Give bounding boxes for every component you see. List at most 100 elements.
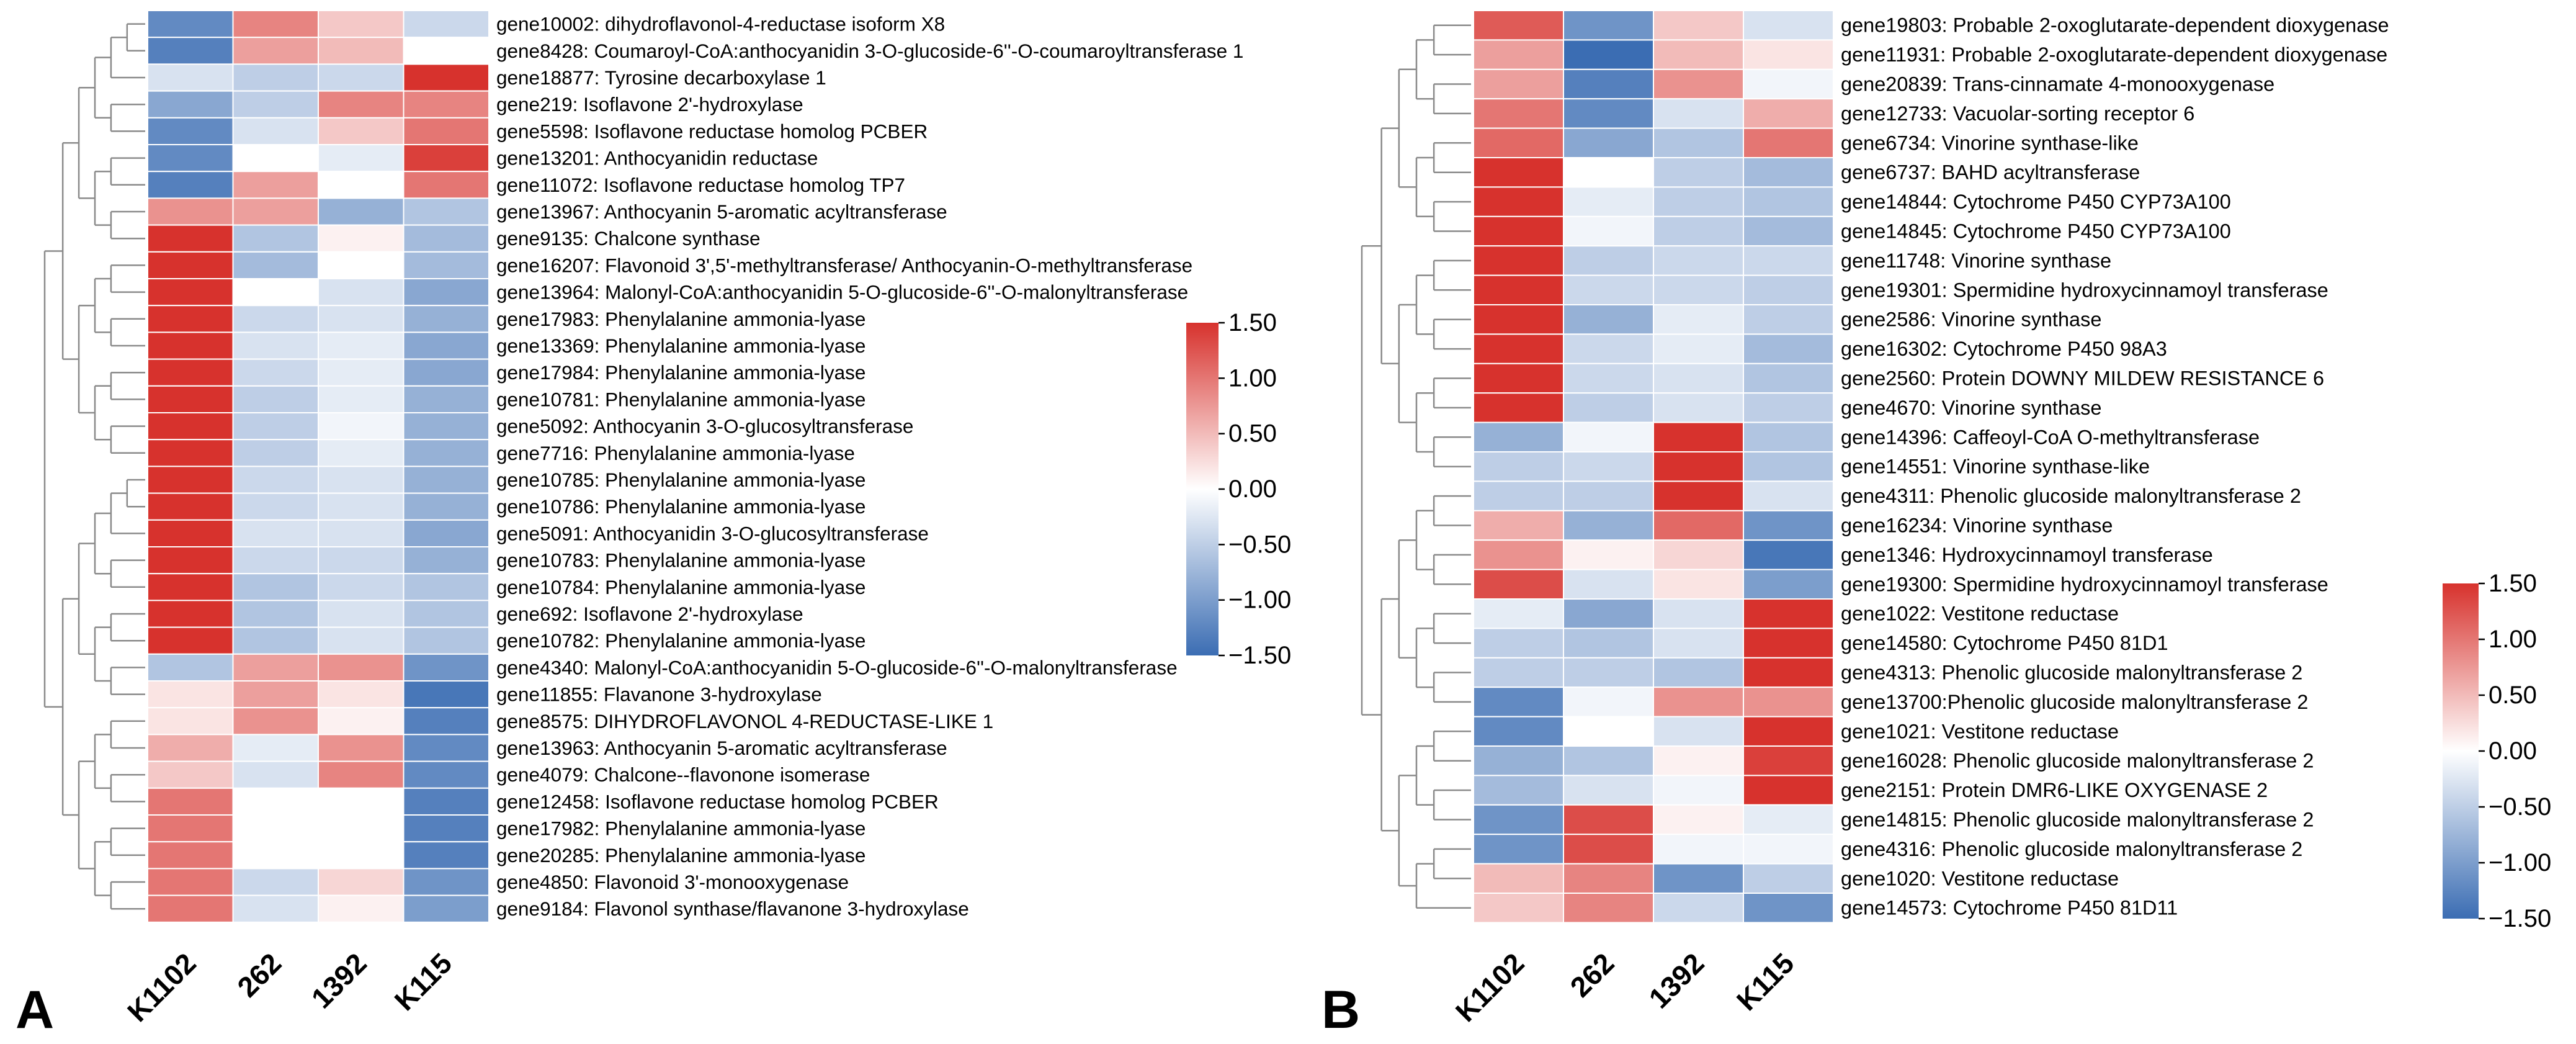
- heatmap-cell: [232, 492, 319, 521]
- colorbar-tick-label: −1.50: [1228, 642, 1291, 669]
- heatmap-cell: [1743, 98, 1834, 129]
- heatmap-cell: [1563, 215, 1654, 247]
- heatmap-cell: [1653, 628, 1744, 659]
- heatmap-cell: [232, 10, 319, 38]
- heatmap-cell: [1653, 392, 1744, 423]
- row-label: gene13700:Phenolic glucoside malonyltran…: [1841, 691, 2308, 713]
- heatmap-cell: [1473, 893, 1564, 924]
- heatmap-cell: [1653, 863, 1744, 894]
- column-label: 262: [231, 947, 287, 1003]
- heatmap-cell: [232, 653, 319, 682]
- heatmap-cell: [1743, 215, 1834, 247]
- heatmap-cell: [232, 466, 319, 494]
- heatmap-cell: [318, 680, 405, 709]
- heatmap-cell: [318, 466, 405, 494]
- heatmap-cell: [147, 626, 234, 655]
- heatmap-cell: [403, 760, 490, 789]
- row-label: gene4850: Flavonoid 3'-monooxygenase: [496, 871, 849, 893]
- row-label: gene14580: Cytochrome P450 81D1: [1841, 632, 2168, 654]
- row-label: gene6737: BAHD acyltransferase: [1841, 161, 2140, 184]
- heatmap-cell: [318, 600, 405, 628]
- heatmap-cell: [1563, 157, 1654, 188]
- heatmap-cell: [318, 90, 405, 119]
- heatmap-cell: [232, 519, 319, 547]
- row-label: gene10782: Phenylalanine ammonia-lyase: [496, 629, 865, 652]
- row-label: gene4316: Phenolic glucoside malonyltran…: [1841, 838, 2302, 860]
- panel-b-heatmap: [1473, 10, 1834, 924]
- heatmap-cell: [403, 868, 490, 896]
- heatmap-cell: [1743, 362, 1834, 394]
- row-label: gene4340: Malonyl-CoA:anthocyanidin 5-O-…: [496, 656, 1178, 678]
- heatmap-cell: [147, 573, 234, 601]
- heatmap-cell: [1563, 333, 1654, 364]
- heatmap-cell: [1563, 480, 1654, 511]
- heatmap-cell: [318, 385, 405, 413]
- heatmap-cell: [318, 707, 405, 736]
- heatmap-cell: [1743, 333, 1834, 364]
- row-label: gene11931: Probable 2-oxoglutarate-depen…: [1841, 43, 2387, 66]
- heatmap-cell: [403, 224, 490, 253]
- heatmap-cell: [1473, 274, 1564, 306]
- heatmap-cell: [147, 63, 234, 92]
- panel-b-column-labels: K1102 262 1392 K115: [1449, 947, 1800, 1028]
- panel-b: gene19803: Probable 2-oxoglutarate-depen…: [1361, 10, 2551, 1028]
- heatmap-cell: [232, 144, 319, 173]
- heatmap-cell: [403, 37, 490, 65]
- row-label: gene14573: Cytochrome P450 81D11: [1841, 897, 2178, 919]
- heatmap-cell: [147, 600, 234, 628]
- heatmap-cell: [1473, 569, 1564, 600]
- heatmap-cell: [147, 117, 234, 146]
- heatmap-cell: [1653, 68, 1744, 100]
- row-label: gene16028: Phenolic glucoside malonyltra…: [1841, 750, 2314, 772]
- row-label: gene2560: Protein DOWNY MILDEW RESISTANC…: [1841, 367, 2324, 390]
- heatmap-cell: [1653, 304, 1744, 335]
- heatmap-cell: [1563, 362, 1654, 394]
- heatmap-cell: [403, 10, 490, 38]
- heatmap-cell: [1563, 98, 1654, 129]
- heatmap-cell: [1563, 274, 1654, 306]
- heatmap-cell: [318, 144, 405, 173]
- heatmap-cell: [1473, 510, 1564, 541]
- panel-b-dendrogram: [1361, 24, 1471, 909]
- heatmap-cell: [232, 224, 319, 253]
- heatmap-cell: [232, 734, 319, 762]
- heatmap-cell: [1743, 245, 1834, 276]
- heatmap-cell: [1473, 245, 1564, 276]
- heatmap-cell: [1743, 745, 1834, 776]
- row-label: gene8575: DIHYDROFLAVONOL 4-REDUCTASE-LI…: [496, 710, 993, 732]
- heatmap-cell: [1653, 745, 1744, 776]
- heatmap-cell: [318, 63, 405, 92]
- row-label: gene12733: Vacuolar-sorting receptor 6: [1841, 102, 2194, 125]
- heatmap-cell: [1653, 274, 1744, 306]
- row-label: gene5091: Anthocyanidin 3-O-glucosyltran…: [496, 522, 929, 544]
- heatmap-cell: [1743, 274, 1834, 306]
- colorbar-tick-label: −1.50: [2489, 905, 2551, 932]
- heatmap-cell: [1743, 127, 1834, 159]
- heatmap-cell: [232, 90, 319, 119]
- row-label: gene12458: Isoflavone reductase homolog …: [496, 790, 939, 812]
- heatmap-cell: [1743, 304, 1834, 335]
- row-label: gene18877: Tyrosine decarboxylase 1: [496, 66, 826, 89]
- colorbar-tick-label: −0.50: [2489, 793, 2551, 821]
- heatmap-cell: [318, 305, 405, 333]
- heatmap-cell: [403, 412, 490, 441]
- heatmap-cell: [1473, 451, 1564, 482]
- panel-a-heatmap: [147, 10, 490, 923]
- heatmap-cell: [403, 305, 490, 333]
- heatmap-cell: [147, 841, 234, 870]
- heatmap-cell: [232, 894, 319, 923]
- row-label: gene17983: Phenylalanine ammonia-lyase: [496, 308, 865, 330]
- heatmap-cell: [232, 573, 319, 601]
- heatmap-cell: [1473, 745, 1564, 776]
- heatmap-cell: [403, 439, 490, 467]
- heatmap-cell: [1563, 569, 1654, 600]
- heatmap-cell: [1563, 510, 1654, 541]
- heatmap-cell: [1743, 775, 1834, 806]
- heatmap-cell: [1563, 775, 1654, 806]
- column-label: K1102: [121, 947, 202, 1028]
- heatmap-cell: [1653, 245, 1744, 276]
- heatmap-cell: [318, 492, 405, 521]
- heatmap-cell: [1653, 10, 1744, 41]
- heatmap-cell: [1473, 333, 1564, 364]
- heatmap-cell: [1473, 775, 1564, 806]
